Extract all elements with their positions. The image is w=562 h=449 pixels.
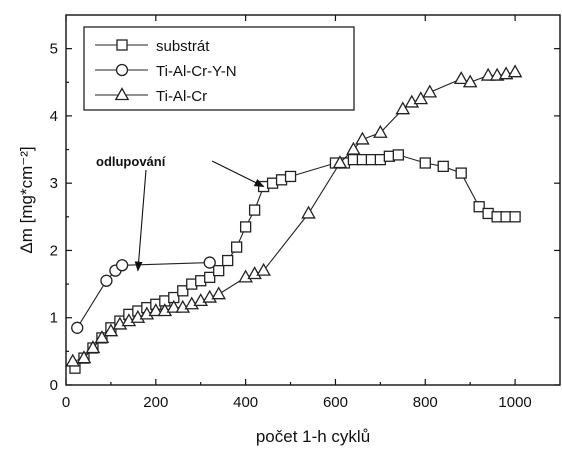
data-point-2-2: [85, 340, 101, 354]
data-point-2-29: [453, 71, 469, 85]
data-point-0-17: [222, 254, 234, 267]
data-point-2-28: [422, 84, 438, 98]
data-point-2-21: [332, 155, 348, 169]
legend-label-substrat: substrát: [156, 38, 210, 55]
data-point-2-0: [65, 353, 81, 367]
y-tick-label-3: 3: [50, 175, 58, 192]
annotation-arrow-left: [134, 169, 147, 272]
y-tick-label-0: 0: [50, 377, 58, 394]
data-point-2-22: [346, 141, 361, 155]
x-axis-title: počet 1-h cyklů: [256, 427, 370, 446]
data-point-0-32: [392, 149, 404, 161]
data-point-1-1: [100, 274, 113, 287]
data-point-2-16: [211, 286, 227, 300]
x-tick-label-1000: 1000: [498, 394, 531, 411]
legend-square-marker-icon: [116, 39, 128, 51]
data-point-2-34: [507, 64, 523, 78]
y-tick-label-2: 2: [50, 242, 58, 259]
data-point-2-24: [373, 124, 388, 138]
data-point-2-19: [256, 262, 271, 276]
data-point-2-4: [103, 323, 119, 337]
y-tick-label-5: 5: [50, 41, 58, 58]
data-point-0-15: [204, 271, 216, 284]
y-tick-label-4: 4: [50, 108, 58, 125]
data-point-0-33: [419, 157, 431, 169]
data-point-1-0: [71, 321, 84, 334]
data-point-0-35: [455, 167, 467, 179]
x-tick-label-400: 400: [233, 394, 258, 411]
legend-triangle-marker-icon: [114, 87, 130, 101]
legend-circle-marker-icon: [115, 63, 129, 77]
data-point-2-1: [76, 350, 92, 364]
legend: substrát Ti-Al-Cr-Y-N Ti-Al-Cr: [83, 26, 355, 111]
data-point-0-19: [239, 221, 252, 233]
data-point-2-9: [148, 303, 164, 317]
data-point-0-18: [231, 241, 243, 253]
x-tick-label-800: 800: [413, 394, 438, 411]
plot-frame: [65, 14, 561, 386]
legend-label-tialcr: Ti-Al-Cr: [156, 88, 207, 105]
annotation: odlupování: [96, 154, 265, 272]
data-point-0-40: [509, 211, 521, 223]
series-line-0: [74, 154, 516, 369]
data-point-0-34: [437, 160, 449, 173]
x-tick-label-200: 200: [143, 394, 168, 411]
data-point-2-23: [355, 131, 370, 145]
data-point-2-31: [480, 67, 496, 81]
legend-box: [83, 26, 355, 111]
data-point-0-36: [473, 201, 485, 213]
y-tick-label-1: 1: [50, 310, 58, 327]
data-point-2-27: [413, 91, 429, 105]
data-point-0-12: [177, 285, 189, 297]
data-point-0-20: [248, 204, 261, 216]
data-point-2-11: [166, 299, 182, 313]
data-point-0-16: [213, 264, 225, 277]
data-point-0-24: [284, 170, 297, 183]
data-point-2-20: [301, 205, 316, 219]
x-tick-label-600: 600: [323, 394, 348, 411]
annotation-text: odlupování: [96, 154, 166, 169]
data-point-2-25: [395, 101, 411, 115]
data-point-2-30: [462, 74, 478, 88]
legend-label-tialcryn: Ti-Al-Cr-Y-N: [156, 63, 237, 80]
data-point-2-3: [94, 330, 110, 344]
series-layer: [65, 64, 523, 374]
data-point-1-3: [115, 259, 129, 272]
x-tick-label-0: 0: [62, 394, 70, 411]
data-point-1-4: [203, 256, 216, 269]
annotation-arrow-right: [211, 160, 265, 187]
y-axis-title: Δm [mg*cm⁻²]: [17, 146, 36, 253]
